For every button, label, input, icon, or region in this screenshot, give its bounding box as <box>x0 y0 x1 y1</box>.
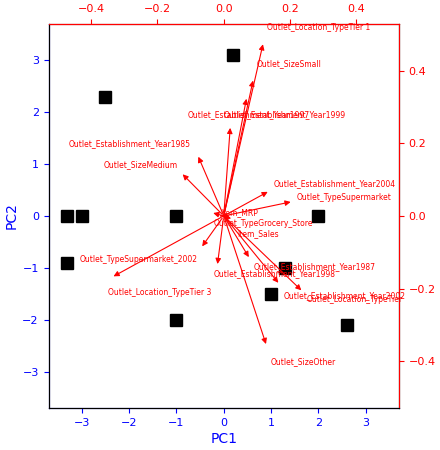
Text: Outlet_TypeGrocery_Store: Outlet_TypeGrocery_Store <box>214 219 313 228</box>
Text: Outlet_Establishment_Year1987: Outlet_Establishment_Year1987 <box>253 262 376 271</box>
Text: Outlet_Establishment_Year1998: Outlet_Establishment_Year1998 <box>214 270 336 279</box>
Text: Outlet_TypeSupermarket: Outlet_TypeSupermarket <box>297 193 392 202</box>
Text: Item_Sales: Item_Sales <box>237 230 279 238</box>
Y-axis label: PC2: PC2 <box>4 202 18 230</box>
Text: Outlet_TypeSupermarket_2002: Outlet_TypeSupermarket_2002 <box>79 255 197 264</box>
Text: Outlet_Establishment_Year2002: Outlet_Establishment_Year2002 <box>283 291 405 300</box>
Text: Outlet_Location_TypeTier 1: Outlet_Location_TypeTier 1 <box>267 22 370 32</box>
Text: Outlet_Establishment_Year1999: Outlet_Establishment_Year1999 <box>224 110 346 119</box>
X-axis label: PC1: PC1 <box>210 432 237 446</box>
Text: Item_MRP: Item_MRP <box>220 208 258 217</box>
Text: Outlet_SizeMedium: Outlet_SizeMedium <box>103 161 177 170</box>
Text: Outlet_Location_TypeTier: Outlet_Location_TypeTier <box>307 295 403 304</box>
Text: Outlet_SizeSmall: Outlet_SizeSmall <box>257 59 322 68</box>
Text: Outlet_SizeOther: Outlet_SizeOther <box>270 357 335 366</box>
Text: Outlet_Establishment_Year1985: Outlet_Establishment_Year1985 <box>69 139 191 148</box>
Text: Outlet_Establishment_Year2004: Outlet_Establishment_Year2004 <box>274 179 396 188</box>
Text: Outlet_Establishment_Year1997: Outlet_Establishment_Year1997 <box>187 110 309 119</box>
Text: Outlet_Location_TypeTier 3: Outlet_Location_TypeTier 3 <box>108 288 211 297</box>
